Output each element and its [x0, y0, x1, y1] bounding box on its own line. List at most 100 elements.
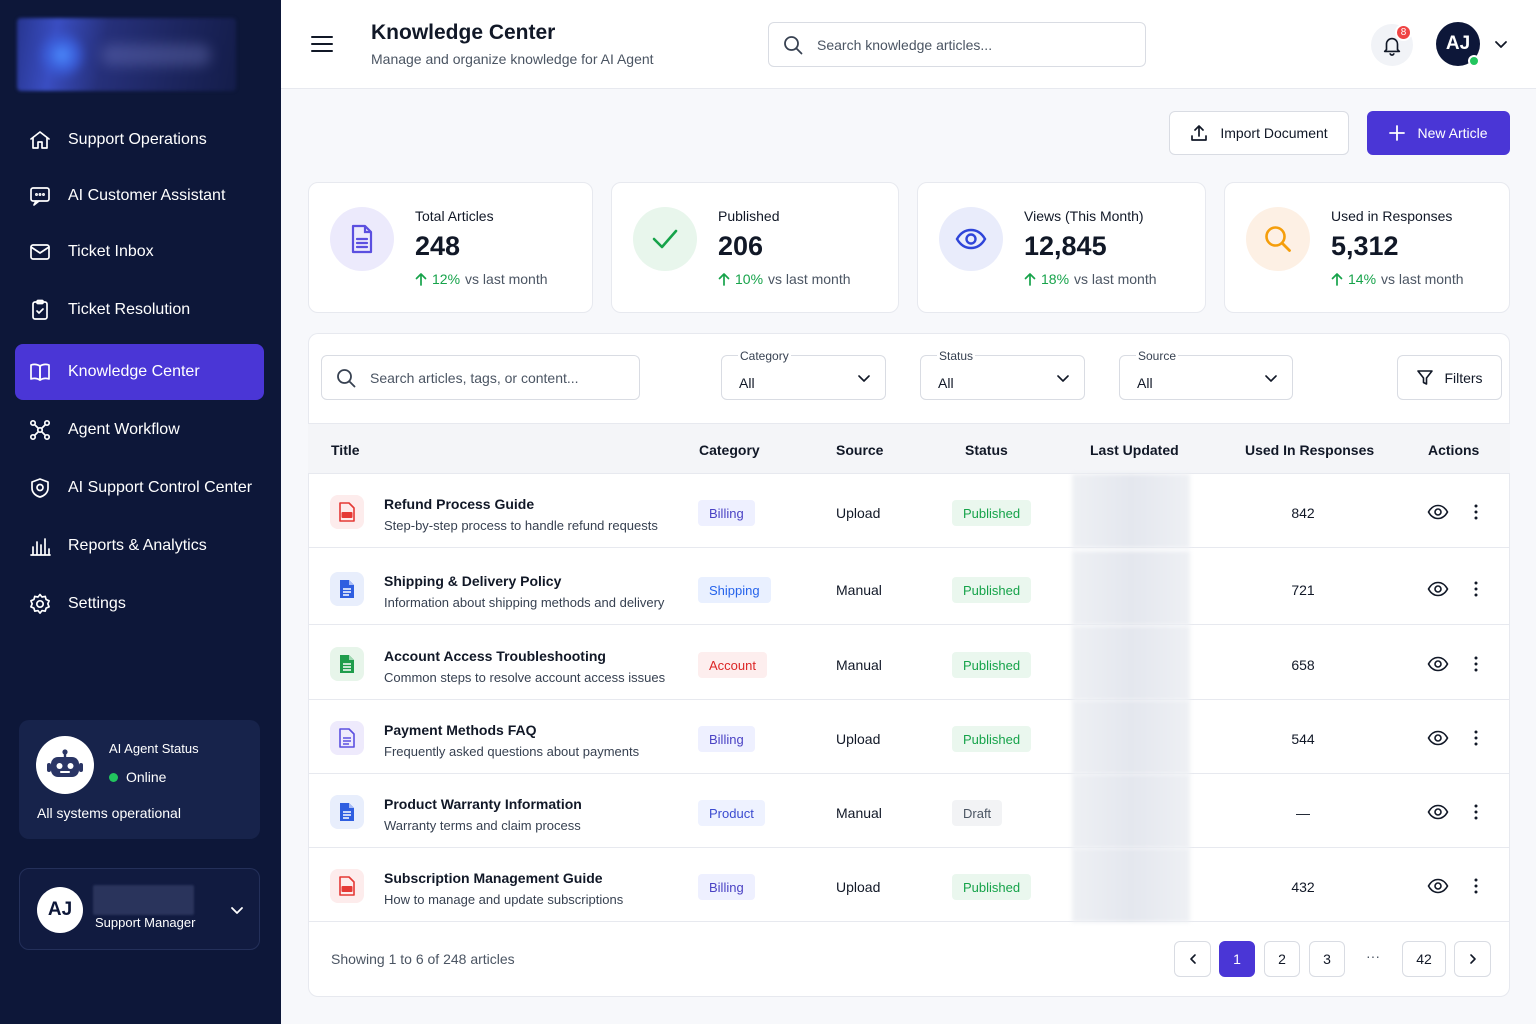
- user-name-redacted: [93, 885, 194, 915]
- column-header-used-in-responses[interactable]: Used In Responses: [1245, 442, 1375, 458]
- column-header-source[interactable]: Source: [836, 442, 884, 458]
- sidebar-item-support-operations[interactable]: Support Operations: [15, 112, 264, 168]
- pagination-prev-button[interactable]: [1174, 941, 1211, 977]
- table-row[interactable]: Payment Methods FAQ Frequently asked ques…: [308, 700, 1510, 774]
- last-updated-redacted: [1072, 700, 1190, 774]
- article-title[interactable]: Payment Methods FAQ: [384, 722, 537, 738]
- article-title[interactable]: Refund Process Guide: [384, 496, 535, 512]
- status-select-value: All: [938, 375, 954, 391]
- table-row[interactable]: Refund Process Guide Step-by-step process…: [308, 474, 1510, 548]
- more-vertical-icon[interactable]: [1470, 655, 1482, 673]
- hamburger-menu-icon[interactable]: [311, 34, 333, 54]
- table-search[interactable]: [321, 355, 640, 400]
- chevron-down-icon[interactable]: [1494, 37, 1508, 51]
- article-source: Manual: [836, 582, 882, 598]
- stat-trend-pct: 10%: [735, 271, 764, 287]
- sidebar-item-ticket-resolution[interactable]: Ticket Resolution: [15, 282, 264, 338]
- pagination-page-3[interactable]: 3: [1309, 941, 1345, 977]
- article-description: Warranty terms and claim process: [384, 818, 581, 833]
- pagination-next-button[interactable]: [1454, 941, 1491, 977]
- stat-value: 248: [415, 231, 461, 261]
- chat-icon: [27, 183, 53, 209]
- stat-trend-suffix: vs last month: [465, 271, 548, 287]
- pagination-page-1[interactable]: 1: [1219, 941, 1255, 977]
- upload-icon: [1191, 125, 1208, 141]
- sidebar-item-label: Ticket Inbox: [68, 243, 154, 260]
- sidebar-item-knowledge-center[interactable]: Knowledge Center: [15, 344, 264, 400]
- workflow-icon: [27, 417, 53, 443]
- new-article-button[interactable]: New Article: [1367, 111, 1510, 155]
- search-input[interactable]: [817, 36, 1117, 53]
- used-in-responses: 721: [1291, 582, 1315, 598]
- article-title[interactable]: Product Warranty Information: [384, 796, 582, 812]
- filters-button[interactable]: Filters: [1397, 355, 1502, 400]
- sidebar-item-ai-customer-assistant[interactable]: AI Customer Assistant: [15, 168, 264, 224]
- pagination-page-last[interactable]: 42: [1402, 941, 1446, 977]
- more-vertical-icon[interactable]: [1470, 729, 1482, 747]
- eye-icon[interactable]: [1427, 877, 1449, 895]
- chevron-down-icon: [1265, 375, 1277, 382]
- spreadsheet-icon: [330, 647, 364, 681]
- category-badge: Account: [698, 652, 767, 678]
- stat-value: 5,312: [1331, 231, 1399, 261]
- book-icon: [27, 359, 53, 385]
- column-header-last-updated[interactable]: Last Updated: [1090, 442, 1179, 458]
- eye-icon[interactable]: [1427, 803, 1449, 821]
- article-description: How to manage and update subscriptions: [384, 892, 624, 907]
- category-badge: Product: [698, 800, 765, 826]
- stat-trend: 14% vs last month: [1331, 271, 1464, 287]
- table-row[interactable]: Product Warranty Information Warranty ter…: [308, 774, 1510, 848]
- chevron-left-icon: [1189, 954, 1196, 964]
- more-vertical-icon[interactable]: [1470, 503, 1482, 521]
- filter-icon: [1417, 369, 1434, 385]
- column-header-title[interactable]: Title: [331, 442, 360, 458]
- source-select[interactable]: Source All: [1119, 349, 1293, 400]
- gear-icon: [27, 591, 53, 617]
- more-vertical-icon[interactable]: [1470, 877, 1482, 895]
- column-header-status[interactable]: Status: [965, 442, 1008, 458]
- chevron-right-icon: [1469, 954, 1476, 964]
- sidebar-item-reports-analytics[interactable]: Reports & Analytics: [15, 518, 264, 574]
- last-updated-redacted: [1072, 551, 1190, 625]
- stat-trend-suffix: vs last month: [1381, 271, 1464, 287]
- last-updated-redacted: [1072, 848, 1190, 922]
- article-title[interactable]: Account Access Troubleshooting: [384, 648, 606, 664]
- more-vertical-icon[interactable]: [1470, 803, 1482, 821]
- sidebar-item-ai-support-control-center[interactable]: AI Support Control Center: [15, 460, 264, 516]
- pagination-ellipsis: ···: [1366, 948, 1380, 964]
- column-header-category[interactable]: Category: [699, 442, 760, 458]
- table-row[interactable]: Shipping & Delivery Policy Information ab…: [308, 551, 1510, 625]
- sidebar-item-label: AI Support Control Center: [68, 479, 253, 496]
- pagination-page-2[interactable]: 2: [1264, 941, 1300, 977]
- stat-card-used-in-responses: Used in Responses 5,312 14% vs last mont…: [1224, 182, 1510, 313]
- user-profile-card[interactable]: AJ Support Manager: [19, 868, 260, 950]
- sidebar-item-agent-workflow[interactable]: Agent Workflow: [15, 402, 264, 458]
- eye-icon[interactable]: [1427, 503, 1449, 521]
- import-document-button[interactable]: Import Document: [1169, 111, 1349, 155]
- bell-icon: [1383, 37, 1401, 56]
- status-select[interactable]: Status All: [920, 349, 1085, 400]
- table-row[interactable]: Subscription Management Guide How to mana…: [308, 848, 1510, 922]
- stat-trend: 12% vs last month: [415, 271, 548, 287]
- sidebar-item-settings[interactable]: Settings: [15, 576, 264, 632]
- agent-status-title: AI Agent Status: [109, 741, 199, 756]
- article-title[interactable]: Shipping & Delivery Policy: [384, 573, 562, 589]
- table-row[interactable]: Account Access Troubleshooting Common ste…: [308, 626, 1510, 700]
- eye-icon[interactable]: [1427, 580, 1449, 598]
- stat-label: Published: [718, 208, 780, 224]
- search-icon: [1246, 207, 1310, 271]
- eye-icon[interactable]: [1427, 729, 1449, 747]
- last-updated-redacted: [1072, 626, 1190, 700]
- eye-icon[interactable]: [1427, 655, 1449, 673]
- article-source: Manual: [836, 657, 882, 673]
- category-select[interactable]: Category All: [721, 349, 886, 400]
- chevron-down-icon[interactable]: [229, 902, 245, 918]
- brand-logo[interactable]: [17, 18, 236, 91]
- search-articles-input[interactable]: [370, 369, 620, 386]
- sidebar-item-label: Ticket Resolution: [68, 301, 191, 318]
- article-title[interactable]: Subscription Management Guide: [384, 870, 603, 886]
- sidebar-item-ticket-inbox[interactable]: Ticket Inbox: [15, 224, 264, 280]
- global-search[interactable]: [768, 22, 1146, 67]
- stat-trend-pct: 18%: [1041, 271, 1070, 287]
- more-vertical-icon[interactable]: [1470, 580, 1482, 598]
